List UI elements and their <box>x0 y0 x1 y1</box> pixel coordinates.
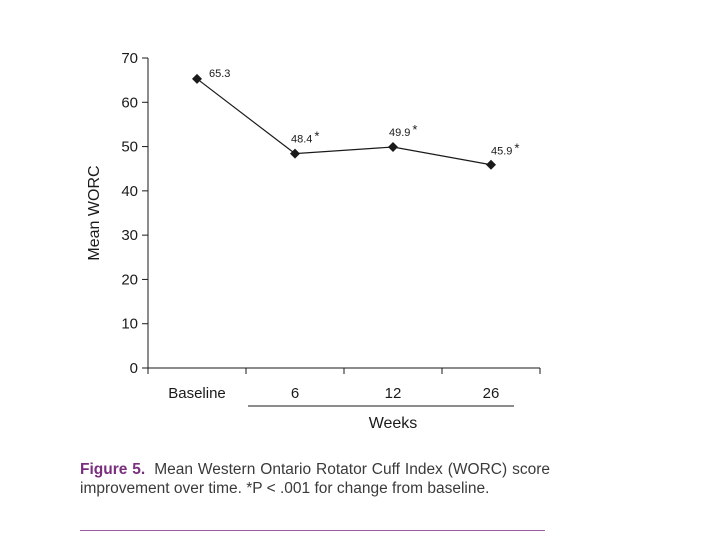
x-tick-label: 6 <box>291 385 299 402</box>
y-tick-label: 50 <box>121 139 138 156</box>
data-label: 45.9 * <box>491 141 519 158</box>
y-tick-label: 20 <box>121 271 138 288</box>
data-point-marker <box>192 73 202 84</box>
y-tick-label: 70 <box>121 50 138 67</box>
x-tick-label: Baseline <box>168 385 226 402</box>
x-axis-title: Weeks <box>369 415 418 432</box>
significance-mark: * <box>314 129 319 144</box>
figure-caption: Figure 5. Mean Western Ontario Rotator C… <box>80 460 550 498</box>
data-point-marker <box>290 148 300 159</box>
y-tick-label: 60 <box>121 94 138 111</box>
y-axis: 0 10 20 30 40 50 60 70 <box>121 50 149 377</box>
line-chart: 0 10 20 30 40 50 60 70 Baseline 6 12 26 65.3 48.4 * 4… <box>86 50 541 432</box>
significance-mark: * <box>412 122 417 137</box>
x-tick-label: 26 <box>483 385 500 402</box>
series-line <box>196 78 492 166</box>
data-point-marker <box>388 142 398 153</box>
series: 65.3 48.4 * 49.9 * 45.9 * <box>192 68 519 170</box>
y-tick-label: 0 <box>130 360 138 377</box>
data-point-marker <box>486 159 496 170</box>
y-tick-label: 30 <box>121 227 138 244</box>
y-tick-label: 40 <box>121 183 138 200</box>
figure-caption-label: Figure 5. <box>80 461 146 478</box>
significance-mark: * <box>514 141 519 156</box>
x-tick-label: 12 <box>385 385 402 402</box>
data-label: 48.4 * <box>291 129 319 146</box>
x-axis: Baseline 6 12 26 <box>147 367 541 407</box>
y-tick-label: 10 <box>121 316 138 333</box>
data-label: 65.3 <box>209 68 230 80</box>
caption-divider <box>80 530 545 531</box>
figure-caption-text: Mean Western Ontario Rotator Cuff Index … <box>80 461 550 497</box>
y-axis-title: Mean WORC <box>86 165 103 260</box>
data-label: 49.9 * <box>389 122 417 139</box>
